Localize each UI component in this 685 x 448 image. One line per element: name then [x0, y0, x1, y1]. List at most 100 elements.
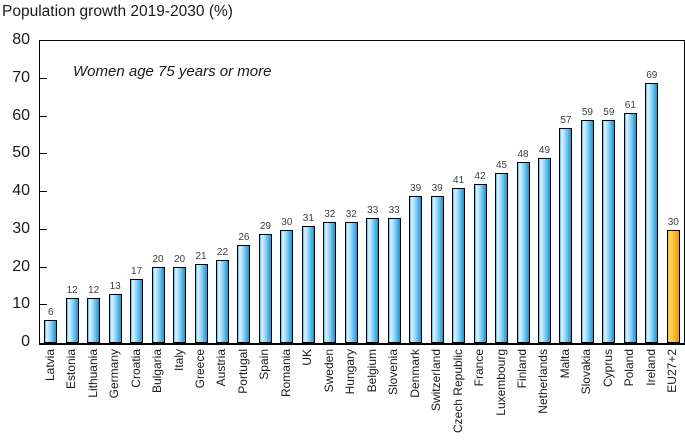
- bar-value-sweden: 32: [324, 209, 336, 220]
- bar-value-bulgaria: 20: [152, 254, 164, 265]
- x-axis-label-luxembourg: Luxembourg: [493, 349, 508, 416]
- bar-value-italy: 20: [173, 254, 186, 265]
- bar-value-eu27-2: 30: [667, 217, 679, 228]
- bar-hungary: [344, 222, 358, 343]
- bar-value-slovenia: 33: [388, 205, 400, 216]
- y-axis-tick-label-0: 0: [21, 333, 30, 350]
- plot-area: Women age 75 years or more 6 12 12 13 17 20 20…: [39, 40, 685, 345]
- x-axis-label-finland: Finland: [515, 349, 529, 389]
- y-axis-tick-mark-20: [40, 266, 47, 268]
- x-axis-label-denmark: Denmark: [407, 349, 422, 398]
- x-axis-label-uk: UK: [300, 349, 315, 366]
- x-axis-label-belgium: Belgium: [364, 349, 379, 393]
- y-axis-tick-label-50: 50: [12, 144, 30, 162]
- x-axis-label-austria: Austria: [214, 349, 229, 387]
- bar-value-spain: 29: [259, 221, 271, 232]
- y-axis-tick-label-40: 40: [12, 182, 30, 199]
- x-axis-label-bulgaria: Bulgaria: [150, 349, 165, 394]
- x-axis-label-france: France: [472, 349, 487, 387]
- bar-lithuania: [87, 298, 101, 343]
- bar-uk: [301, 226, 315, 343]
- bar-value-luxembourg: 45: [495, 160, 508, 171]
- x-axis-label-czech-republic: Czech Republic: [450, 349, 465, 434]
- y-axis-tick-mark-10: [40, 304, 47, 306]
- bar-luxembourg: [495, 173, 509, 343]
- bar-portugal: [237, 245, 251, 343]
- bar-value-finland: 48: [517, 149, 529, 160]
- y-axis-tick-mark-40: [40, 191, 47, 192]
- bar-value-estonia: 12: [66, 285, 78, 296]
- bar-estonia: [65, 298, 79, 343]
- bar-france: [473, 184, 487, 343]
- x-axis-label-greece: Greece: [193, 349, 207, 389]
- bar-slovenia: [387, 218, 401, 343]
- y-axis-tick-label-10: 10: [12, 295, 30, 313]
- bar-germany: [108, 294, 122, 343]
- bar-austria: [215, 260, 229, 343]
- y-axis-tick-mark-50: [40, 153, 47, 155]
- y-axis-tick-label-20: 20: [12, 257, 30, 275]
- bar-value-cyprus: 59: [603, 107, 615, 118]
- y-axis-tick-mark-60: [40, 115, 47, 117]
- x-axis-label-portugal: Portugal: [235, 349, 250, 394]
- bar-finland: [516, 162, 530, 343]
- bar-slovakia: [580, 120, 594, 343]
- bar-netherlands: [537, 158, 551, 343]
- x-axis-label-ireland: Ireland: [643, 349, 658, 386]
- y-axis-tick-label-30: 30: [12, 219, 30, 237]
- annotation-label: Women age 75 years or more: [73, 63, 272, 80]
- x-axis-label-slovakia: Slovakia: [579, 349, 594, 395]
- bar-greece: [194, 264, 208, 343]
- x-axis-label-sweden: Sweden: [321, 349, 336, 393]
- y-axis-tick-label-60: 60: [12, 106, 30, 124]
- x-axis-label-germany: Germany: [107, 349, 122, 399]
- bar-cyprus: [602, 120, 616, 343]
- bar-malta: [559, 128, 573, 343]
- bar-value-germany: 13: [109, 281, 121, 292]
- bar-value-greece: 21: [195, 251, 207, 262]
- bar-value-malta: 57: [560, 115, 572, 126]
- x-axis-label-lithuania: Lithuania: [85, 349, 100, 398]
- x-axis-label-cyprus: Cyprus: [600, 349, 615, 388]
- y-axis-tick-label-80: 80: [12, 31, 30, 48]
- bar-value-ireland: 69: [646, 70, 658, 81]
- x-axis-label-switzerland: Switzerland: [429, 349, 444, 412]
- x-axis-label-hungary: Hungary: [343, 349, 358, 395]
- x-axis-label-spain: Spain: [257, 349, 272, 380]
- bar-value-portugal: 26: [238, 232, 250, 243]
- bar-value-czech-republic: 41: [453, 175, 465, 186]
- bar-bulgaria: [151, 267, 165, 343]
- x-axis-label-romania: Romania: [278, 349, 293, 398]
- bar-sweden: [323, 222, 337, 343]
- bar-value-hungary: 32: [345, 209, 357, 220]
- bar-value-croatia: 17: [131, 266, 143, 277]
- x-axis-label-italy: Italy: [171, 349, 186, 372]
- x-axis-label-latvia: Latvia: [42, 349, 57, 382]
- bar-value-austria: 22: [216, 247, 229, 258]
- bar-value-uk: 31: [302, 213, 314, 224]
- bar-ireland: [645, 83, 659, 343]
- bar-value-netherlands: 49: [538, 145, 551, 156]
- bar-poland: [623, 113, 637, 343]
- bar-value-belgium: 33: [367, 205, 379, 216]
- y-axis-tick-mark-30: [40, 228, 47, 230]
- bar-latvia: [44, 320, 58, 343]
- bar-belgium: [366, 218, 380, 343]
- bar-value-denmark: 39: [410, 183, 422, 194]
- bar-denmark: [409, 196, 423, 343]
- x-axis-label-netherlands: Netherlands: [536, 349, 551, 414]
- x-axis-label-slovenia: Slovenia: [386, 349, 401, 396]
- bar-value-france: 42: [474, 171, 486, 182]
- x-axis-label-poland: Poland: [622, 349, 637, 387]
- bar-romania: [280, 230, 294, 343]
- bar-value-slovakia: 59: [581, 107, 593, 118]
- bar-croatia: [130, 279, 144, 343]
- bar-value-switzerland: 39: [431, 183, 443, 194]
- bar-spain: [258, 234, 272, 343]
- bar-value-romania: 30: [281, 217, 293, 228]
- y-axis-tick-label-70: 70: [12, 68, 30, 86]
- x-axis-label-malta: Malta: [557, 349, 572, 379]
- chart-title: Population growth 2019-2030 (%): [2, 3, 233, 20]
- x-axis-label-eu27-2: EU27+2: [665, 349, 680, 393]
